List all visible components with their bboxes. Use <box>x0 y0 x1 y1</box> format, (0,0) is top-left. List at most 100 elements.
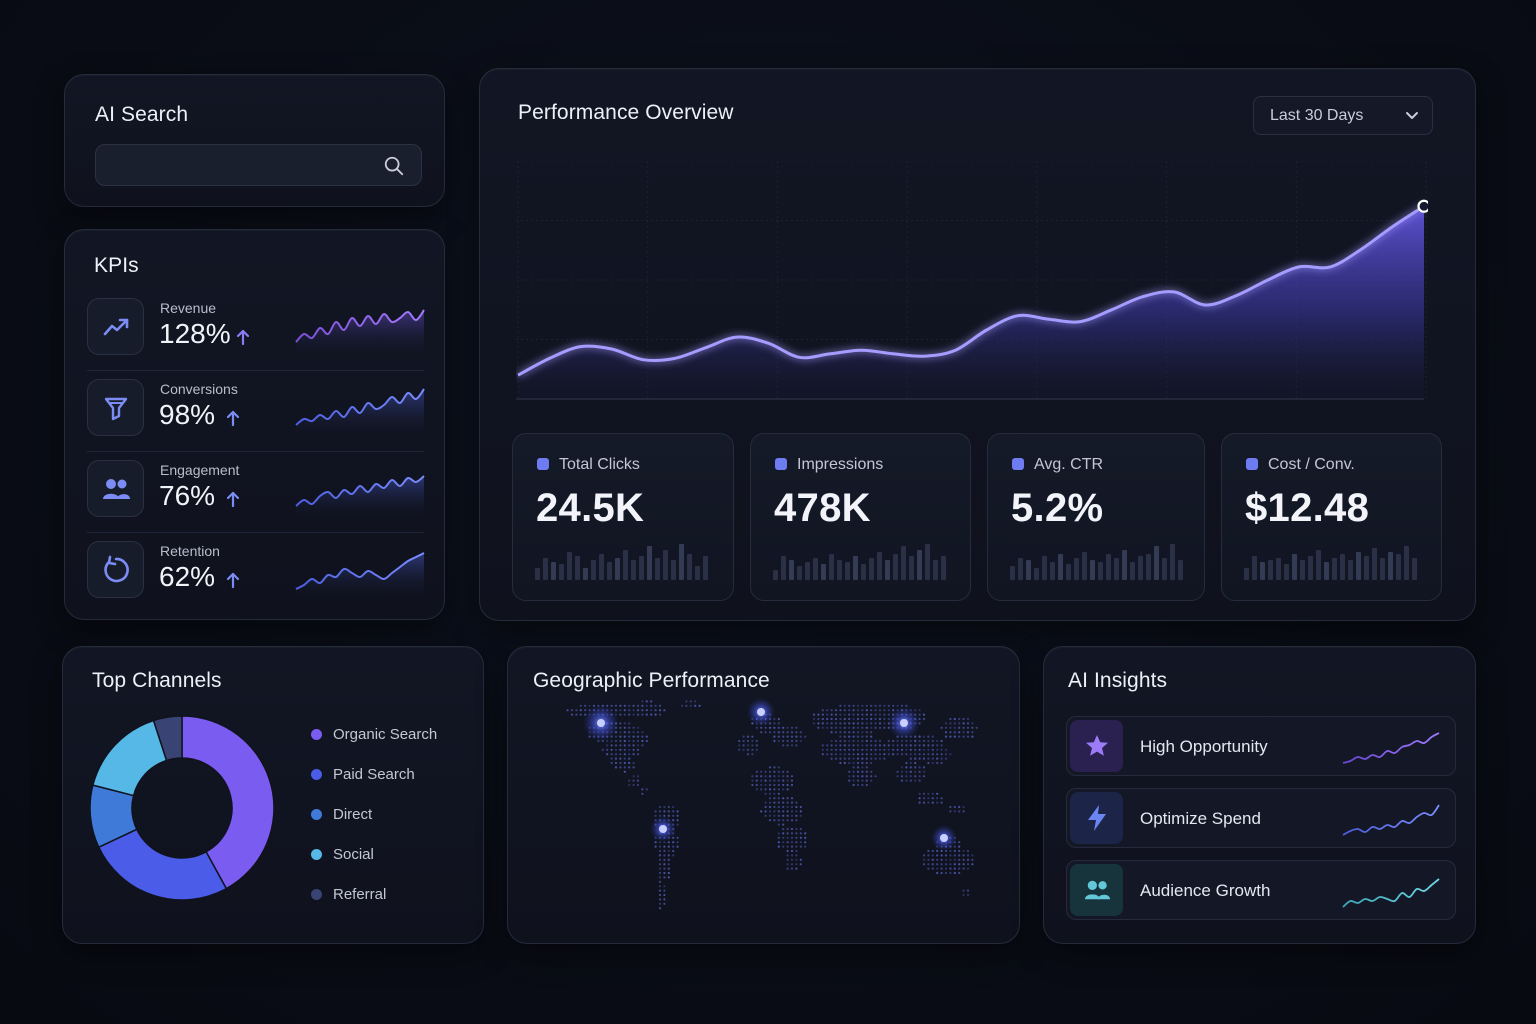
area-fill <box>518 206 1424 399</box>
data-point[interactable] <box>921 353 927 359</box>
mini-bar <box>1098 562 1103 580</box>
data-point[interactable] <box>984 327 990 333</box>
top-channels-card: Top Channels Organic Search Paid Search … <box>62 646 484 944</box>
insight-sparkline <box>1342 804 1440 836</box>
date-range-dropdown[interactable]: Last 30 Days <box>1253 96 1433 135</box>
mini-bar <box>687 554 692 580</box>
insight-high-opportunity[interactable]: High Opportunity <box>1066 716 1456 776</box>
kpi-row-conversions[interactable]: Conversions 98% <box>87 371 425 452</box>
data-point[interactable] <box>952 347 958 353</box>
mini-bar <box>869 558 874 580</box>
mini-bar <box>639 556 644 580</box>
donut-slice[interactable] <box>152 715 183 762</box>
insight-optimize-spend[interactable]: Optimize Spend <box>1066 788 1456 848</box>
data-point[interactable] <box>702 345 708 351</box>
mini-bar <box>535 568 540 580</box>
mini-bar <box>925 544 930 580</box>
data-point[interactable] <box>609 346 615 352</box>
mini-bar <box>591 560 596 580</box>
metric-avg-ctr[interactable]: Avg. CTR 5.2% <box>987 433 1205 601</box>
legend-item[interactable]: Referral <box>311 884 386 904</box>
search-input[interactable] <box>96 145 421 185</box>
legend-dot <box>311 848 322 860</box>
mini-bar <box>1146 554 1151 580</box>
mini-bar <box>1388 552 1393 580</box>
ai-search-title: AI Search <box>95 103 189 126</box>
kpi-row-revenue[interactable]: Revenue 128% <box>87 290 425 371</box>
kpi-row-engagement[interactable]: Engagement 76% <box>87 452 425 533</box>
map-hotspot[interactable] <box>659 825 667 833</box>
mini-bar <box>1130 562 1135 580</box>
channels-donut-chart[interactable] <box>89 715 275 901</box>
map-hotspot[interactable] <box>940 834 948 842</box>
legend-label: Organic Search <box>333 725 438 743</box>
metric-dot <box>537 458 549 470</box>
donut-slice[interactable] <box>91 719 168 797</box>
data-point[interactable] <box>546 356 552 362</box>
divider <box>87 532 424 533</box>
data-point[interactable] <box>1140 294 1146 300</box>
mini-bar <box>805 562 810 580</box>
legend-item[interactable]: Organic Search <box>311 724 437 744</box>
data-point[interactable] <box>577 344 583 350</box>
legend-item[interactable]: Social <box>311 844 374 864</box>
world-dot-map[interactable] <box>526 695 996 935</box>
mini-bar <box>1244 568 1249 580</box>
insight-label: Optimize Spend <box>1140 809 1261 828</box>
mini-bar <box>933 560 938 580</box>
legend-item[interactable]: Direct <box>311 804 372 824</box>
mini-bar <box>567 552 572 580</box>
data-point[interactable] <box>1046 316 1052 322</box>
data-point[interactable] <box>1359 246 1365 252</box>
data-point[interactable] <box>1202 302 1208 308</box>
data-point[interactable] <box>1327 264 1333 270</box>
data-point[interactable] <box>1390 223 1396 229</box>
kpi-icon-box <box>87 379 144 436</box>
mini-bar <box>1284 564 1289 580</box>
legend-dot <box>311 808 322 820</box>
data-point[interactable] <box>827 351 833 357</box>
data-point[interactable] <box>859 347 865 353</box>
map-hotspot[interactable] <box>900 719 908 727</box>
data-point[interactable] <box>1417 199 1429 213</box>
metric-total-clicks[interactable]: Total Clicks 24.5K <box>512 433 734 601</box>
insight-sparkline <box>1342 732 1440 764</box>
legend-dot <box>311 888 322 900</box>
metric-impressions[interactable]: Impressions 478K <box>750 433 971 601</box>
legend-item[interactable]: Paid Search <box>311 764 415 784</box>
map-hotspot[interactable] <box>757 708 765 716</box>
map-hotspot[interactable] <box>597 719 605 727</box>
data-point[interactable] <box>1015 313 1021 319</box>
data-point[interactable] <box>734 334 740 340</box>
donut-slice[interactable] <box>97 828 228 901</box>
metric-cost-per-conversion[interactable]: Cost / Conv. $12.48 <box>1221 433 1442 601</box>
mini-bar <box>837 560 842 580</box>
data-point[interactable] <box>1171 289 1177 295</box>
data-point[interactable] <box>890 351 896 357</box>
mini-bar <box>877 552 882 580</box>
map-dots <box>566 700 978 910</box>
data-point[interactable] <box>1077 319 1083 325</box>
donut-slice[interactable] <box>181 715 275 890</box>
search-icon[interactable] <box>383 155 405 177</box>
data-point[interactable] <box>1234 292 1240 298</box>
mini-bar <box>1170 544 1175 580</box>
mini-bar <box>1034 568 1039 580</box>
mini-bar <box>1074 558 1079 580</box>
performance-title: Performance Overview <box>518 101 734 124</box>
search-box[interactable] <box>95 144 422 186</box>
data-point[interactable] <box>1109 307 1115 313</box>
mini-bar <box>599 554 604 580</box>
data-point[interactable] <box>796 354 802 360</box>
data-point[interactable] <box>640 357 646 363</box>
data-point[interactable] <box>765 340 771 346</box>
chevron-down-icon <box>1406 112 1418 119</box>
kpi-value: 76% <box>159 480 216 511</box>
data-point[interactable] <box>671 356 677 362</box>
data-point[interactable] <box>1296 264 1302 270</box>
data-point[interactable] <box>1265 277 1271 283</box>
performance-area-chart[interactable] <box>516 161 1428 403</box>
insight-audience-growth[interactable]: Audience Growth <box>1066 860 1456 920</box>
kpi-row-retention[interactable]: Retention 62% <box>87 533 425 614</box>
insight-label: High Opportunity <box>1140 737 1268 756</box>
